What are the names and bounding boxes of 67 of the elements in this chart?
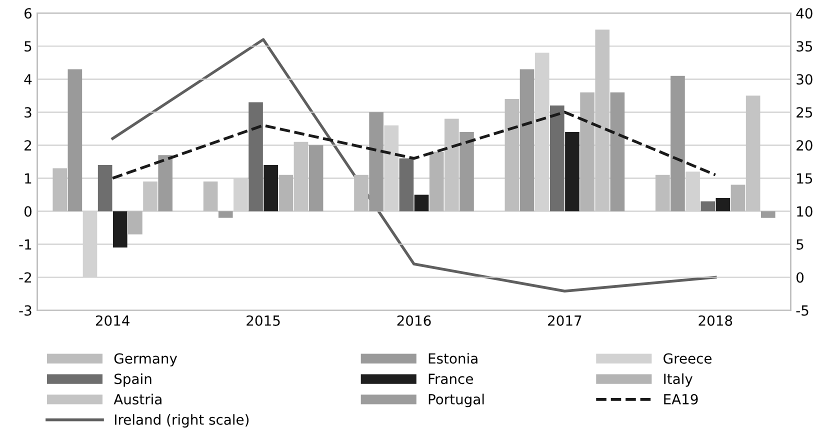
bar (128, 211, 142, 234)
bar (264, 164, 278, 212)
y-tick-label: 0 (24, 206, 32, 217)
bar (550, 106, 564, 212)
y-tick-label: 6 (24, 8, 32, 19)
line-series (111, 38, 717, 293)
line-series (111, 110, 717, 180)
y-tick-label: -1 (19, 239, 32, 250)
y2-tick-label: 0 (796, 272, 804, 283)
y2-tick-label: 10 (797, 206, 812, 217)
y-tick-label: 1 (25, 173, 32, 184)
legend-label: Ireland (right scale) (114, 414, 249, 428)
bar (218, 211, 233, 218)
y2-tick-label: 15 (797, 173, 812, 184)
y-tick-label: -3 (19, 305, 32, 316)
legend-label: Spain (114, 373, 152, 387)
bar (278, 174, 294, 212)
bar (730, 184, 746, 212)
bar (112, 211, 128, 248)
y-tick-label: -2 (19, 272, 32, 283)
bar (520, 69, 534, 212)
bar (52, 168, 68, 212)
legend-label: Austria (114, 394, 162, 404)
y2-tick-label: -5 (796, 305, 808, 316)
bar (504, 98, 520, 212)
y2-tick-label: 25 (796, 107, 812, 118)
legend-label: Estonia (428, 352, 478, 364)
bar (580, 92, 594, 212)
bar (565, 132, 580, 212)
x-tick-label: 2015 (246, 315, 280, 326)
bar (98, 164, 112, 212)
bar (308, 145, 324, 212)
bar (158, 155, 173, 212)
bar (68, 69, 82, 212)
bar (610, 92, 625, 212)
legend-label: France (428, 374, 473, 384)
bar (203, 182, 218, 212)
y2-tick-label: 35 (796, 41, 812, 52)
y2-tick-label: 30 (796, 74, 812, 85)
bar (414, 194, 429, 212)
bar (460, 132, 474, 212)
y-tick-label: 5 (24, 41, 32, 52)
legend-label: Italy (664, 373, 693, 387)
bar (670, 76, 685, 212)
bar (399, 158, 414, 212)
legend-label: Greece (664, 353, 712, 364)
y2-tick-label: 5 (796, 239, 804, 250)
y-tick-label: 4 (24, 74, 32, 84)
x-tick-label: 2018 (698, 315, 732, 326)
bar (716, 198, 730, 212)
bar (354, 174, 368, 212)
x-tick-label: 2014 (96, 315, 130, 326)
legend-label: EA19 (664, 394, 698, 404)
y2-tick-label: 20 (796, 140, 812, 151)
bar (655, 174, 670, 212)
bar (369, 112, 384, 212)
bar (248, 102, 263, 212)
legend-label: Germany (114, 353, 178, 366)
bar (700, 201, 716, 212)
x-tick-label: 2017 (548, 315, 582, 326)
bar (760, 211, 776, 218)
bar (429, 152, 444, 212)
y-tick-label: 2 (24, 140, 32, 150)
x-tick-label: 2016 (397, 315, 431, 326)
y2-tick-label: 40 (796, 8, 812, 19)
legend-label: Portugal (428, 394, 484, 408)
y-tick-label: 3 (24, 107, 32, 118)
